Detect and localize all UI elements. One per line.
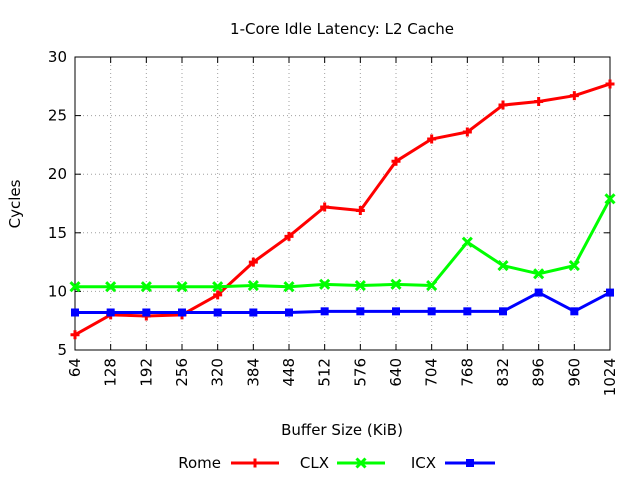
data-point-icx [106, 308, 115, 317]
series-line-clx [75, 198, 612, 289]
y-tick-label: 20 [48, 165, 67, 183]
data-point-clx [461, 236, 473, 248]
data-point-rome [320, 202, 330, 212]
series-icx [71, 288, 614, 317]
x-tick-label: 320 [209, 358, 227, 387]
data-point-clx [140, 281, 152, 293]
series-clx [69, 193, 616, 293]
data-point-clx [247, 279, 259, 292]
y-tick-label: 15 [48, 224, 67, 242]
x-tick-label: 128 [102, 358, 120, 387]
axes: 5 10 15 20 25 30 64 128 192 256 320 384 448 512 576 640… [48, 48, 619, 396]
data-point-icx [249, 308, 258, 317]
x-tick-label: 448 [280, 358, 298, 387]
data-point-icx [71, 308, 79, 317]
data-point-rome [248, 257, 258, 267]
chart-title: 1-Core Idle Latency: L2 Cache [230, 20, 454, 38]
series-rome [70, 79, 615, 340]
data-point-clx [533, 268, 545, 280]
legend-label-rome: Rome [178, 454, 221, 472]
x-tick-label: 768 [458, 358, 476, 387]
grid [75, 57, 610, 350]
series-line-icx [75, 291, 611, 314]
data-point-clx [354, 279, 366, 292]
data-point-clx [212, 281, 224, 293]
data-point-rome [462, 127, 472, 137]
data-point-rome [213, 290, 223, 300]
x-tick-label: 832 [494, 358, 512, 387]
data-point-rome [391, 156, 401, 166]
plot-border [74, 56, 611, 351]
x-tick-label: 576 [351, 358, 369, 387]
x-tick-label: 896 [530, 358, 548, 387]
legend-item-icx: ICX [411, 454, 495, 472]
x-tick-label: 960 [565, 358, 583, 387]
data-point-rome [70, 330, 80, 340]
data-point-clx [319, 278, 331, 290]
data-point-rome [534, 97, 544, 107]
legend-marker-rome [250, 458, 260, 468]
data-point-icx [356, 307, 365, 316]
legend-item-rome: Rome [178, 454, 279, 472]
data-point-rome [427, 134, 437, 144]
series-group [69, 79, 616, 340]
y-tick-label: 5 [57, 341, 67, 359]
data-point-clx [604, 193, 616, 205]
x-tick-label: 640 [387, 358, 405, 387]
x-tick-label: 1024 [601, 358, 619, 396]
data-point-icx [142, 308, 151, 317]
data-point-clx [568, 260, 580, 272]
x-axis-label: Buffer Size (KiB) [281, 421, 403, 439]
data-point-icx [463, 307, 472, 316]
y-axis-label: Cycles [6, 179, 24, 228]
data-point-icx [392, 307, 400, 316]
data-point-clx [105, 281, 117, 293]
data-point-icx [213, 308, 222, 317]
legend-marker-icx [466, 459, 474, 467]
data-point-icx [285, 308, 293, 317]
data-point-icx [499, 307, 507, 316]
data-point-clx [390, 278, 402, 290]
data-point-clx [426, 279, 438, 292]
legend-label-icx: ICX [411, 454, 436, 472]
y-tick-label: 10 [48, 282, 67, 300]
data-point-clx [283, 281, 295, 293]
x-tick-label: 192 [137, 358, 155, 387]
data-point-icx [320, 307, 329, 316]
y-tick-label: 30 [48, 48, 67, 66]
data-point-icx [606, 288, 614, 297]
data-point-icx [427, 307, 436, 316]
data-point-rome [498, 100, 508, 110]
data-point-icx [570, 307, 579, 316]
series-line-rome [74, 82, 611, 337]
data-point-rome [605, 79, 615, 89]
data-point-clx [497, 260, 509, 272]
legend-label-clx: CLX [300, 454, 329, 472]
legend-marker-clx [355, 457, 367, 469]
data-point-rome [355, 206, 365, 216]
x-tick-label: 512 [316, 358, 334, 387]
data-point-icx [178, 308, 186, 317]
x-tick-label: 256 [173, 358, 191, 387]
y-tick-label: 25 [48, 107, 67, 125]
x-tick-label: 64 [66, 358, 84, 377]
data-point-clx [69, 281, 81, 293]
legend-item-clx: CLX [300, 454, 385, 472]
data-point-icx [534, 288, 543, 297]
legend: Rome CLX ICX [178, 454, 495, 472]
data-point-clx [176, 281, 188, 293]
data-point-rome [569, 91, 579, 101]
x-tick-label: 704 [423, 358, 441, 387]
data-point-rome [284, 231, 294, 241]
x-tick-label: 384 [244, 358, 262, 387]
